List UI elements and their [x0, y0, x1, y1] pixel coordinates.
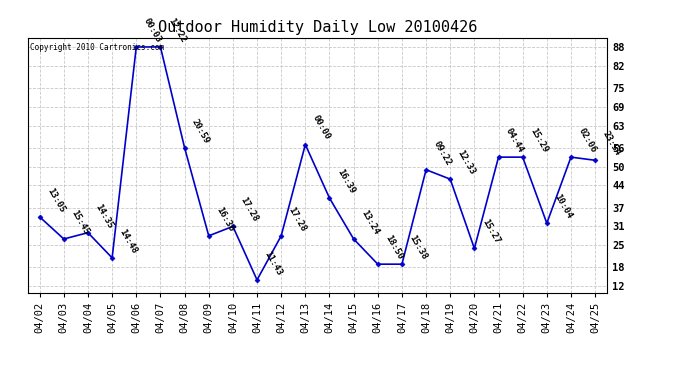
Text: 15:38: 15:38: [408, 234, 428, 261]
Text: 15:45: 15:45: [70, 209, 90, 236]
Text: 04:44: 04:44: [504, 127, 525, 154]
Text: 15:29: 15:29: [529, 127, 549, 154]
Text: 17:28: 17:28: [287, 205, 308, 233]
Text: 16:39: 16:39: [335, 168, 356, 195]
Text: 09:22: 09:22: [432, 139, 453, 167]
Text: 10:04: 10:04: [553, 193, 573, 220]
Text: 00:00: 00:00: [311, 114, 332, 142]
Text: 12:33: 12:33: [456, 148, 477, 176]
Text: 13:24: 13:24: [359, 209, 380, 236]
Text: 11:43: 11:43: [263, 249, 284, 277]
Text: 23:54: 23:54: [601, 130, 622, 158]
Text: 17:28: 17:28: [239, 196, 259, 223]
Text: 16:36: 16:36: [215, 205, 235, 233]
Text: Copyright 2010 Cartronics.com: Copyright 2010 Cartronics.com: [30, 43, 165, 52]
Text: 00:03: 00:03: [142, 16, 163, 44]
Text: 12:22: 12:22: [166, 16, 187, 44]
Text: 14:48: 14:48: [118, 227, 139, 255]
Title: Outdoor Humidity Daily Low 20100426: Outdoor Humidity Daily Low 20100426: [158, 20, 477, 35]
Text: 20:59: 20:59: [190, 117, 211, 145]
Text: 14:35: 14:35: [94, 202, 115, 230]
Text: 15:27: 15:27: [480, 218, 501, 246]
Text: 02:06: 02:06: [577, 127, 598, 154]
Text: 13:05: 13:05: [46, 186, 66, 214]
Text: 18:50: 18:50: [384, 234, 404, 261]
